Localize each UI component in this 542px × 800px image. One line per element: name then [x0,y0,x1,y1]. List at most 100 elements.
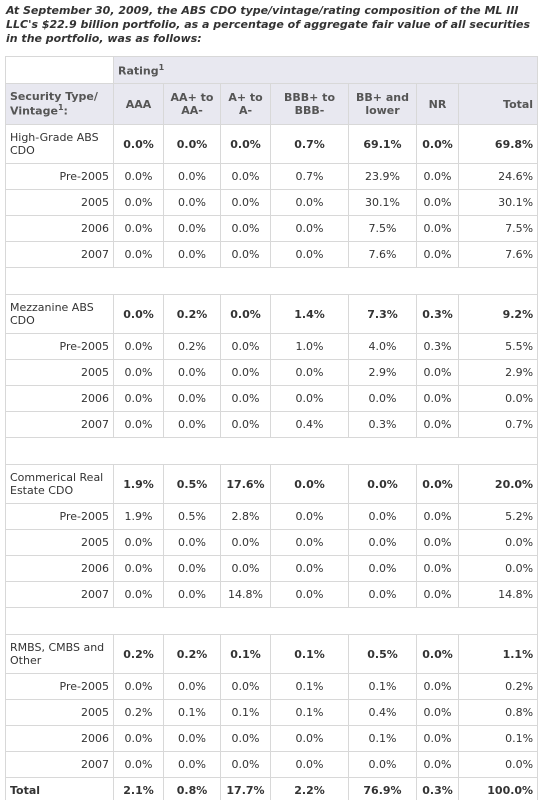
value-cell: 0.0% [270,529,349,556]
value-cell: 1.4% [270,294,349,334]
vintage-row: Pre-2005 0.0% 0.2% 0.0% 1.0% 4.0% 0.3% 5.5% [5,333,539,360]
value-cell: 0.0% [348,555,417,582]
value-cell: 0.0% [113,555,164,582]
group-row: Mezzanine ABS CDO 0.0% 0.2% 0.0% 1.4% 7.3% 0.3… [5,294,539,334]
value-cell: 0.0% [416,385,459,412]
value-cell: 0.0% [163,725,221,752]
value-cell: 0.0% [163,581,221,608]
group-row: High-Grade ABS CDO 0.0% 0.0% 0.0% 0.7% 69.1% 0… [5,124,539,164]
value-cell: 0.0% [270,725,349,752]
value-cell: 0.0% [113,189,164,216]
value-cell: 100.0% [457,777,539,800]
value-cell: 0.0% [416,673,459,700]
value-cell: 0.1% [220,634,271,674]
value-cell: 69.1% [348,124,417,164]
rating-label: Rating [118,64,159,78]
value-cell: 0.0% [220,725,271,752]
value-cell: 23.9% [348,163,417,190]
value-cell: 4.0% [348,333,417,360]
value-cell: 0.2% [163,333,221,360]
value-cell: 30.1% [457,189,539,216]
value-cell: 0.1% [163,699,221,726]
empty-cell [5,56,114,84]
spacer-cell [4,267,539,295]
value-cell: 5.2% [457,503,539,530]
vintage-row: 2006 0.0% 0.0% 0.0% 0.0% 0.1% 0.0% 0.1% [5,725,539,752]
value-cell: 14.8% [220,581,271,608]
value-cell: 76.9% [348,777,417,800]
value-cell: 0.0% [416,529,459,556]
value-cell: 24.6% [457,163,539,190]
caption: At September 30, 2009, the ABS CDO type/… [6,4,531,45]
value-cell: 0.0% [113,241,164,268]
value-cell: 0.0% [270,359,349,386]
value-cell: 0.3% [416,294,459,334]
value-cell: 0.0% [113,124,164,164]
value-cell: 0.7% [270,163,349,190]
rating-footnote: 1 [158,62,165,72]
value-cell: 0.0% [416,751,459,778]
total-label: Total [5,777,114,800]
value-cell: 0.0% [348,751,417,778]
vintage-row: 2007 0.0% 0.0% 0.0% 0.0% 7.6% 0.0% 7.6% [5,241,539,268]
value-cell: 0.0% [113,385,164,412]
row-header: Security Type/ Vintage1: [5,83,114,125]
value-cell: 20.0% [457,464,539,504]
vintage-row: 2007 0.0% 0.0% 0.0% 0.4% 0.3% 0.0% 0.7% [5,411,539,438]
value-cell: 0.0% [220,333,271,360]
rating-row: Rating1 [5,56,539,84]
vintage-label: 2007 [5,241,114,268]
value-cell: 0.0% [163,385,221,412]
value-cell: 0.0% [270,751,349,778]
value-cell: 1.1% [457,634,539,674]
vintage-row: 2005 0.2% 0.1% 0.1% 0.1% 0.4% 0.0% 0.8% [5,699,539,726]
vintage-row: 2007 0.0% 0.0% 14.8% 0.0% 0.0% 0.0% 14.8% [5,581,539,608]
value-cell: 0.0% [416,699,459,726]
value-cell: 0.0% [270,189,349,216]
group-name: RMBS, CMBS and Other [5,634,114,674]
value-cell: 0.0% [348,581,417,608]
vintage-label: 2005 [5,529,114,556]
value-cell: 0.0% [416,634,459,674]
value-cell: 0.7% [270,124,349,164]
vintage-row: 2005 0.0% 0.0% 0.0% 0.0% 0.0% 0.0% 0.0% [5,529,539,556]
value-cell: 0.0% [416,503,459,530]
value-cell: 0.2% [163,294,221,334]
group-row: Commerical Real Estate CDO 1.9% 0.5% 17.6% 0… [5,464,539,504]
value-cell: 0.2% [457,673,539,700]
value-cell: 0.0% [220,241,271,268]
vintage-label: 2006 [5,555,114,582]
column-header: BB+ and lower [348,83,417,125]
value-cell: 0.5% [163,503,221,530]
value-cell: 7.5% [457,215,539,242]
vintage-label: 2005 [5,189,114,216]
value-cell: 0.4% [270,411,349,438]
value-cell: 17.6% [220,464,271,504]
value-cell: 0.0% [416,215,459,242]
value-cell: 0.1% [270,699,349,726]
value-cell: 0.0% [270,555,349,582]
value-cell: 0.5% [163,464,221,504]
value-cell: 0.0% [416,555,459,582]
vintage-row: 2006 0.0% 0.0% 0.0% 0.0% 0.0% 0.0% 0.0% [5,385,539,412]
spacer-cell [4,607,539,635]
value-cell: 0.0% [113,163,164,190]
table-body: Rating1 Security Type/ Vintage1: AAA AA+ to… [4,56,539,800]
value-cell: 0.4% [348,699,417,726]
value-cell: 0.0% [348,385,417,412]
column-header: BBB+ to BBB- [270,83,349,125]
value-cell: 7.6% [348,241,417,268]
value-cell: 0.0% [163,215,221,242]
value-cell: 1.0% [270,333,349,360]
value-cell: 7.6% [457,241,539,268]
value-cell: 0.0% [163,529,221,556]
value-cell: 0.0% [348,529,417,556]
value-cell: 0.7% [457,411,539,438]
value-cell: 0.0% [113,581,164,608]
value-cell: 7.5% [348,215,417,242]
value-cell: 0.0% [113,215,164,242]
value-cell: 0.0% [220,359,271,386]
value-cell: 0.0% [220,751,271,778]
value-cell: 0.0% [416,359,459,386]
